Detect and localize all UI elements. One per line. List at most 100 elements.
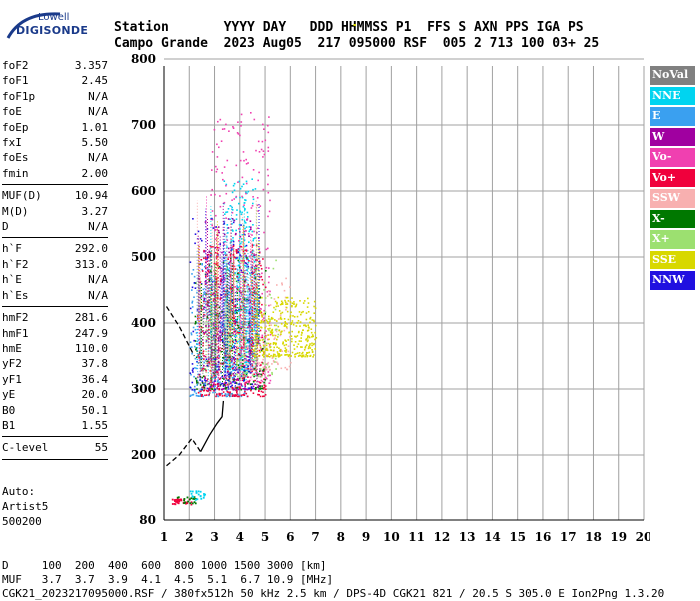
param-name: B0	[2, 403, 16, 417]
echo-point	[252, 380, 255, 383]
echo-point	[230, 329, 232, 331]
echo-point	[260, 148, 263, 151]
echo-point	[243, 260, 245, 262]
echo-point	[293, 344, 295, 346]
e-layer-point	[184, 501, 187, 504]
y-tick-label: 700	[131, 118, 156, 132]
echo-point	[214, 228, 216, 231]
echo-point	[273, 346, 275, 349]
echo-point	[191, 311, 193, 314]
echo-point	[290, 322, 292, 324]
echo-point	[237, 307, 240, 309]
echo-point	[238, 257, 241, 259]
echo-point	[238, 353, 240, 355]
param-row: yF2 37.8	[2, 356, 108, 371]
echo-point	[266, 349, 269, 352]
echo-point	[243, 220, 246, 223]
echo-point	[287, 300, 290, 302]
echo-point	[307, 324, 309, 326]
echo-point	[213, 358, 215, 360]
echo-point	[208, 280, 211, 282]
echo-point	[257, 341, 260, 343]
echo-point	[205, 275, 207, 278]
echo-point	[257, 384, 260, 387]
echo-point	[242, 371, 244, 374]
echo-point	[270, 324, 272, 326]
echo-point	[214, 251, 216, 254]
echo-point	[248, 349, 251, 352]
echo-point	[202, 386, 204, 389]
echo-point	[275, 305, 277, 308]
echo-point	[250, 322, 252, 324]
echo-point	[237, 248, 240, 250]
echo-point	[240, 353, 243, 355]
param-row: fmin 2.00	[2, 166, 108, 181]
echo-point	[241, 347, 243, 350]
echo-point	[238, 338, 240, 341]
echo-point	[231, 284, 234, 287]
echo-point	[305, 312, 308, 314]
echo-point	[286, 323, 288, 325]
param-value: N/A	[88, 151, 108, 165]
echo-point	[262, 317, 265, 319]
echo-point	[194, 367, 196, 369]
echo-point	[269, 349, 272, 351]
echo-point	[252, 387, 254, 390]
echo-point	[204, 266, 206, 268]
echo-point	[264, 337, 267, 339]
echo-point	[265, 388, 267, 390]
echo-point	[207, 270, 210, 273]
echo-point	[225, 382, 227, 384]
echo-point	[227, 368, 230, 370]
echo-point	[240, 125, 242, 127]
echo-point	[212, 383, 215, 386]
echo-point	[238, 395, 240, 398]
echo-point	[255, 358, 258, 361]
echo-point	[245, 255, 247, 257]
echo-point	[250, 228, 252, 230]
param-value: 3.357	[74, 59, 108, 72]
echo-point	[243, 392, 246, 394]
echo-point	[237, 340, 239, 343]
legend-item: SSE	[650, 250, 695, 269]
echo-point	[238, 394, 241, 397]
e-layer-point	[204, 493, 207, 496]
echo-point	[228, 383, 231, 386]
echo-point	[282, 341, 284, 343]
echo-point	[231, 387, 234, 389]
echo-point	[245, 368, 247, 370]
echo-point	[247, 338, 249, 341]
e-layer-point	[193, 501, 196, 504]
echo-point	[219, 298, 222, 300]
echo-point	[237, 371, 239, 373]
echo-point	[229, 254, 232, 256]
echo-point	[211, 210, 214, 212]
echo-point	[242, 331, 244, 334]
echo-point	[230, 308, 233, 311]
param-row: M(D) 3.27	[2, 204, 108, 219]
e-layer-point	[173, 499, 176, 501]
echo-point	[235, 379, 238, 381]
echo-point	[232, 240, 235, 243]
echo-point	[286, 310, 289, 313]
echo-point	[202, 352, 204, 355]
echo-point	[246, 380, 249, 383]
echo-point	[241, 364, 244, 366]
echo-point	[231, 287, 233, 290]
echo-point	[276, 328, 278, 331]
echo-point	[229, 385, 232, 388]
param-row: yF1 36.4	[2, 372, 108, 387]
echo-point	[213, 389, 215, 392]
echo-point	[239, 377, 241, 380]
echo-point	[216, 256, 218, 258]
echo-point	[293, 316, 296, 318]
echo-point	[233, 305, 235, 308]
echo-point	[229, 218, 231, 221]
echo-point	[189, 386, 192, 389]
echo-point	[235, 309, 237, 311]
echo-point	[239, 228, 241, 230]
echo-point	[216, 168, 219, 171]
echo-point	[238, 355, 241, 357]
echo-point	[237, 273, 240, 276]
param-value: 50.1	[81, 403, 109, 417]
